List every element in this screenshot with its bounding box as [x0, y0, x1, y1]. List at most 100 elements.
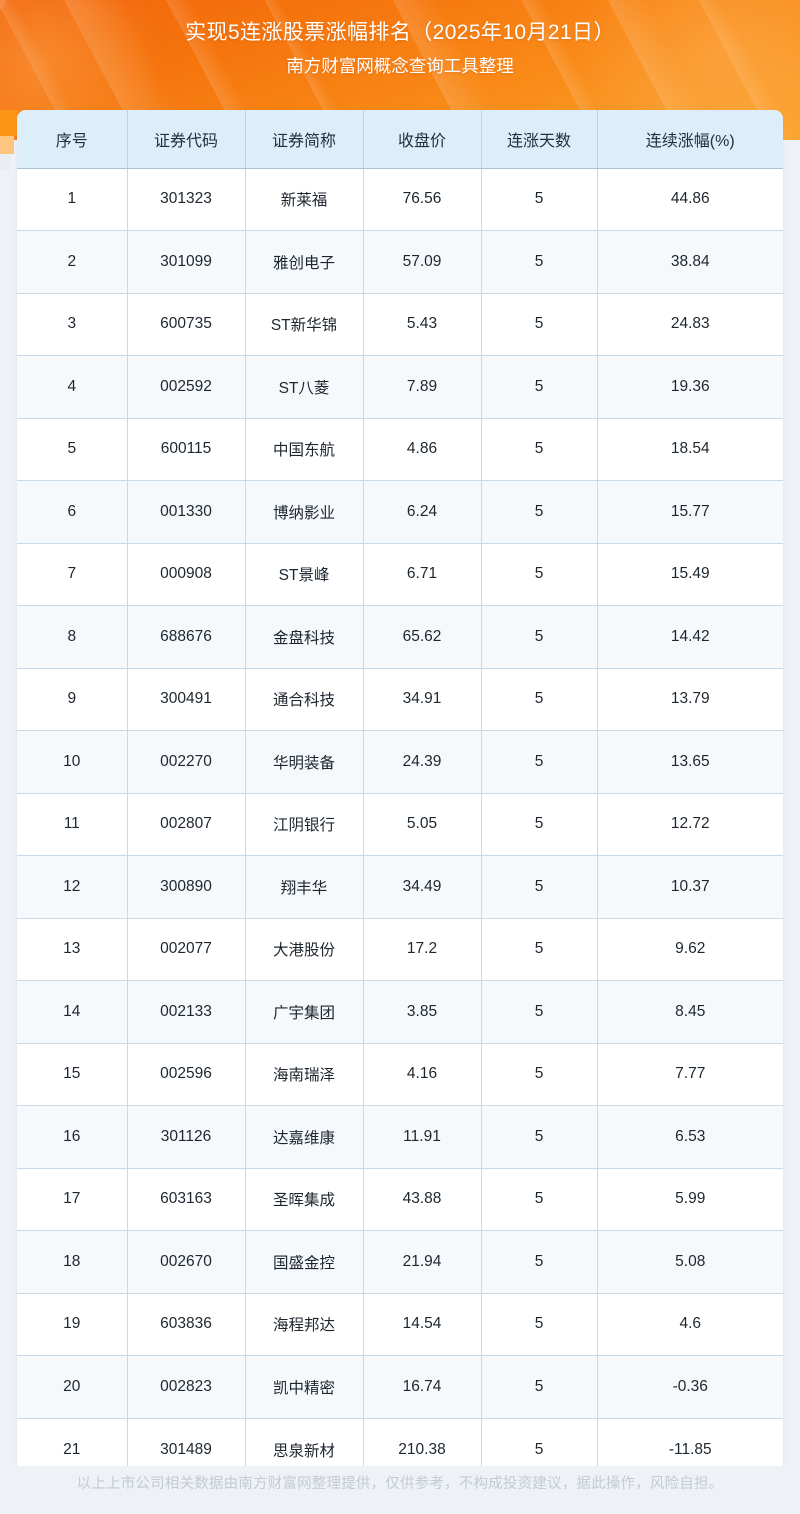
cell-name: ST景峰 — [245, 543, 364, 606]
cell-gainpct: 14.42 — [597, 605, 783, 669]
cell-name: 中国东航 — [245, 418, 364, 481]
cell-gainpct: 13.79 — [597, 668, 783, 731]
cell-code: 688676 — [127, 605, 246, 669]
cell-index: 7 — [17, 543, 128, 606]
cell-name: 金盘科技 — [245, 605, 364, 669]
decor-bar — [0, 136, 14, 154]
stock-ranking-table: 序号 证券代码 证券简称 收盘价 连涨天数 连续涨幅(%) 1 301323 新莱福… — [17, 110, 783, 1481]
cell-name: 博纳影业 — [245, 480, 364, 544]
cell-close: 3.85 — [363, 980, 482, 1044]
cell-close: 24.39 — [363, 730, 482, 794]
stock-ranking-card: 序号 证券代码 证券简称 收盘价 连涨天数 连续涨幅(%) 1 301323 新莱福… — [17, 110, 783, 1481]
cell-code: 300491 — [127, 668, 246, 731]
cell-name: 华明装备 — [245, 730, 364, 794]
cell-updays: 5 — [481, 355, 598, 419]
cell-updays: 5 — [481, 418, 598, 481]
cell-gainpct: -0.36 — [597, 1355, 783, 1419]
table-row: 10 002270 华明装备 24.39 5 13.65 — [17, 730, 783, 794]
cell-index: 4 — [17, 355, 128, 419]
table-header-row: 序号 证券代码 证券简称 收盘价 连涨天数 连续涨幅(%) — [17, 110, 783, 169]
cell-index: 20 — [17, 1355, 128, 1419]
cell-name: 翔丰华 — [245, 855, 364, 919]
table-row: 19 603836 海程邦达 14.54 5 4.6 — [17, 1293, 783, 1356]
cell-name: ST新华锦 — [245, 293, 364, 356]
cell-code: 002133 — [127, 980, 246, 1044]
cell-gainpct: 8.45 — [597, 980, 783, 1044]
cell-name: 雅创电子 — [245, 230, 364, 294]
cell-index: 17 — [17, 1168, 128, 1231]
table-row: 7 000908 ST景峰 6.71 5 15.49 — [17, 543, 783, 606]
cell-close: 21.94 — [363, 1230, 482, 1294]
cell-index: 12 — [17, 855, 128, 919]
cell-index: 8 — [17, 605, 128, 669]
cell-updays: 5 — [481, 480, 598, 544]
cell-close: 16.74 — [363, 1355, 482, 1419]
column-header-name: 证券简称 — [245, 110, 364, 169]
cell-updays: 5 — [481, 1293, 598, 1356]
table-row: 2 301099 雅创电子 57.09 5 38.84 — [17, 230, 783, 294]
cell-code: 002670 — [127, 1230, 246, 1294]
cell-code: 002823 — [127, 1355, 246, 1419]
cell-gainpct: 5.08 — [597, 1230, 783, 1294]
column-header-gainpct: 连续涨幅(%) — [597, 110, 783, 169]
cell-updays: 5 — [481, 1168, 598, 1231]
cell-updays: 5 — [481, 230, 598, 294]
cell-code: 301099 — [127, 230, 246, 294]
cell-updays: 5 — [481, 855, 598, 919]
cell-close: 7.89 — [363, 355, 482, 419]
cell-index: 1 — [17, 168, 128, 231]
table-row: 9 300491 通合科技 34.91 5 13.79 — [17, 668, 783, 731]
cell-code: 002596 — [127, 1043, 246, 1106]
cell-index: 18 — [17, 1230, 128, 1294]
decorative-left-bars — [0, 110, 20, 180]
cell-gainpct: 24.83 — [597, 293, 783, 356]
page-subtitle: 南方财富网概念查询工具整理 — [286, 56, 514, 76]
cell-code: 002592 — [127, 355, 246, 419]
table-row: 16 301126 达嘉维康 11.91 5 6.53 — [17, 1105, 783, 1169]
cell-gainpct: 44.86 — [597, 168, 783, 231]
cell-index: 13 — [17, 918, 128, 981]
cell-code: 002270 — [127, 730, 246, 794]
cell-updays: 5 — [481, 1230, 598, 1294]
cell-index: 16 — [17, 1105, 128, 1169]
decor-bar — [0, 154, 11, 170]
cell-name: 国盛金控 — [245, 1230, 364, 1294]
cell-code: 001330 — [127, 480, 246, 544]
cell-updays: 5 — [481, 730, 598, 794]
footer-bar: 以上上市公司相关数据由南方财富网整理提供，仅供参考，不构成投资建议，据此操作，风… — [0, 1466, 800, 1514]
cell-index: 15 — [17, 1043, 128, 1106]
cell-name: 圣晖集成 — [245, 1168, 364, 1231]
cell-name: 海程邦达 — [245, 1293, 364, 1356]
table-row: 12 300890 翔丰华 34.49 5 10.37 — [17, 855, 783, 919]
page-title: 实现5连涨股票涨幅排名（2025年10月21日） — [185, 21, 615, 44]
cell-updays: 5 — [481, 793, 598, 856]
cell-updays: 5 — [481, 668, 598, 731]
table-row: 20 002823 凯中精密 16.74 5 -0.36 — [17, 1355, 783, 1419]
cell-code: 600115 — [127, 418, 246, 481]
cell-index: 2 — [17, 230, 128, 294]
cell-gainpct: 10.37 — [597, 855, 783, 919]
cell-updays: 5 — [481, 293, 598, 356]
table-header: 序号 证券代码 证券简称 收盘价 连涨天数 连续涨幅(%) — [17, 110, 783, 169]
cell-index: 19 — [17, 1293, 128, 1356]
cell-gainpct: 12.72 — [597, 793, 783, 856]
cell-gainpct: 5.99 — [597, 1168, 783, 1231]
cell-code: 002077 — [127, 918, 246, 981]
cell-name: 通合科技 — [245, 668, 364, 731]
cell-close: 4.86 — [363, 418, 482, 481]
cell-updays: 5 — [481, 980, 598, 1044]
cell-close: 34.91 — [363, 668, 482, 731]
table-row: 13 002077 大港股份 17.2 5 9.62 — [17, 918, 783, 981]
cell-code: 301323 — [127, 168, 246, 231]
cell-gainpct: 9.62 — [597, 918, 783, 981]
table-row: 4 002592 ST八菱 7.89 5 19.36 — [17, 355, 783, 419]
column-header-updays: 连涨天数 — [481, 110, 598, 169]
table-row: 14 002133 广宇集团 3.85 5 8.45 — [17, 980, 783, 1044]
cell-name: 新莱福 — [245, 168, 364, 231]
table-row: 6 001330 博纳影业 6.24 5 15.77 — [17, 480, 783, 544]
cell-name: 达嘉维康 — [245, 1105, 364, 1169]
cell-code: 600735 — [127, 293, 246, 356]
cell-gainpct: 18.54 — [597, 418, 783, 481]
cell-code: 002807 — [127, 793, 246, 856]
table-row: 3 600735 ST新华锦 5.43 5 24.83 — [17, 293, 783, 356]
